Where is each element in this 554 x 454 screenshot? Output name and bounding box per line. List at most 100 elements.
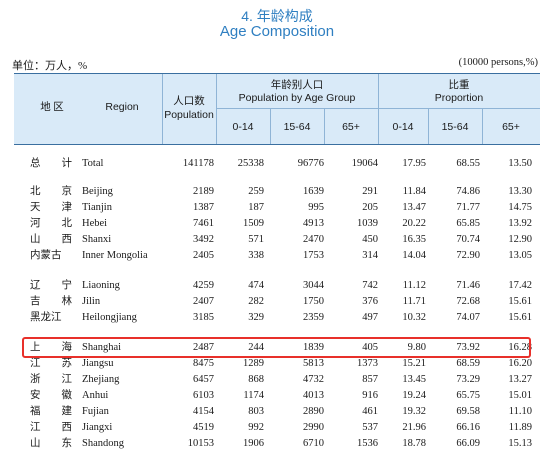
cell-p1: 21.96: [402, 422, 426, 433]
cell-a1: 992: [248, 422, 264, 433]
cell-p1: 19.24: [402, 390, 426, 401]
cell-a3: 497: [362, 312, 378, 323]
cell-cn: 总 计: [30, 158, 72, 169]
cell-p3: 13.27: [508, 374, 532, 385]
cell-pop: 141178: [182, 158, 214, 169]
cell-p1: 9.80: [407, 342, 426, 353]
cell-cn: 江 苏: [30, 358, 72, 369]
cell-p2: 65.85: [456, 218, 480, 229]
cell-en: Fujian: [82, 406, 109, 417]
cell-cn: 吉 林: [30, 296, 72, 307]
cell-a1: 338: [248, 250, 264, 261]
cell-a1: 329: [248, 312, 264, 323]
cell-cn: 黑龙江: [30, 312, 62, 323]
header-population-en: Population: [164, 109, 214, 121]
cell-en: Shanxi: [82, 234, 112, 245]
table-row: 黑龙江 Heilongjiang 3185 329 2359 497 10.32 74.07 1…: [14, 310, 540, 326]
header-prop-col: 15-64: [441, 121, 469, 133]
cell-en: Anhui: [82, 390, 109, 401]
cell-p3: 13.30: [508, 186, 532, 197]
cell-pop: 4259: [193, 280, 214, 291]
table-header: 地 区 Region 人口数 Population 年龄别人口 Populati…: [14, 73, 540, 145]
cell-pop: 2407: [193, 296, 214, 307]
header-proportion-cn: 比重: [448, 79, 470, 91]
cell-p3: 14.75: [508, 202, 532, 213]
cell-a1: 187: [248, 202, 264, 213]
cell-a2: 2359: [303, 312, 324, 323]
cell-cn: 山 东: [30, 438, 72, 449]
cell-en: Total: [82, 158, 104, 169]
cell-pop: 2487: [193, 342, 214, 353]
table-row: 浙 江 Zhejiang 6457 868 4732 857 13.45 73.29 13.27: [14, 372, 540, 388]
cell-a1: 1289: [243, 358, 264, 369]
cell-a1: 1906: [243, 438, 264, 449]
cell-pop: 2405: [193, 250, 214, 261]
table-row: 北 京 Beijing 2189 259 1639 291 11.84 74.86 13.30: [14, 184, 540, 200]
cell-p3: 17.42: [508, 280, 532, 291]
page-title-cn: 4. 年龄构成: [241, 8, 313, 24]
cell-en: Beijing: [82, 186, 113, 197]
header-age-group-en: Population by Age Group: [238, 92, 356, 104]
cell-p1: 14.04: [402, 250, 426, 261]
table-row: 江 西 Jiangxi 4519 992 2990 537 21.96 66.16 11.89: [14, 420, 540, 436]
cell-p1: 11.12: [402, 280, 426, 291]
cell-a2: 1639: [303, 186, 324, 197]
cell-p1: 16.35: [402, 234, 426, 245]
cell-p1: 19.32: [402, 406, 426, 417]
cell-a2: 1750: [303, 296, 324, 307]
cell-a1: 1174: [243, 390, 264, 401]
cell-a3: 291: [362, 186, 378, 197]
table-row: 天 津 Tianjin 1387 187 995 205 13.47 71.77 14.75: [14, 200, 540, 216]
cell-cn: 河 北: [30, 218, 72, 229]
cell-pop: 6103: [193, 390, 214, 401]
table-row: 安 徽 Anhui 6103 1174 4013 916 19.24 65.75 15.01: [14, 388, 540, 404]
cell-a1: 1509: [243, 218, 264, 229]
cell-a2: 3044: [303, 280, 324, 291]
cell-p1: 11.84: [402, 186, 426, 197]
cell-a3: 461: [362, 406, 378, 417]
cell-a2: 4913: [303, 218, 324, 229]
unit-label-en: (10000 persons,%): [458, 57, 538, 68]
cell-p2: 69.58: [456, 406, 480, 417]
cell-pop: 3492: [193, 234, 214, 245]
cell-p2: 66.09: [456, 438, 480, 449]
cell-p3: 16.20: [508, 358, 532, 369]
cell-a2: 1839: [303, 342, 324, 353]
cell-en: Liaoning: [82, 280, 120, 291]
cell-a3: 314: [362, 250, 378, 261]
cell-a2: 4732: [303, 374, 324, 385]
cell-pop: 1387: [193, 202, 214, 213]
header-population-cn: 人口数: [173, 95, 205, 107]
table-row: 江 苏 Jiangsu 8475 1289 5813 1373 15.21 68.59 16.2…: [14, 356, 540, 372]
cell-en: Zhejiang: [82, 374, 120, 385]
cell-p3: 13.92: [508, 218, 532, 229]
cell-a2: 6710: [303, 438, 324, 449]
header-age-col: 0-14: [232, 121, 254, 133]
cell-pop: 7461: [193, 218, 214, 229]
cell-a2: 2990: [303, 422, 324, 433]
cell-p2: 73.92: [456, 342, 480, 353]
cell-en: Inner Mongolia: [82, 250, 148, 261]
cell-p3: 16.28: [508, 342, 532, 353]
cell-en: Shandong: [82, 438, 124, 449]
cell-a1: 803: [248, 406, 264, 417]
cell-p3: 12.90: [508, 234, 532, 245]
cell-en: Jilin: [82, 296, 101, 307]
cell-p3: 15.61: [508, 312, 532, 323]
cell-a3: 916: [362, 390, 378, 401]
cell-p3: 11.10: [508, 406, 532, 417]
cell-p1: 15.21: [402, 358, 426, 369]
header-age-group-cn: 年龄别人口: [270, 79, 324, 91]
cell-a1: 868: [248, 374, 264, 385]
cell-p2: 68.55: [456, 158, 480, 169]
cell-a1: 571: [248, 234, 264, 245]
header-region-en: Region: [105, 101, 139, 113]
cell-cn: 辽 宁: [30, 280, 72, 291]
cell-cn: 福 建: [30, 406, 72, 417]
header-prop-col: 65+: [502, 121, 520, 133]
cell-p1: 17.95: [402, 158, 426, 169]
table-row: 山 西 Shanxi 3492 571 2470 450 16.35 70.74 12.90: [14, 232, 540, 248]
header-age-col: 65+: [342, 121, 360, 133]
cell-cn: 北 京: [30, 186, 72, 197]
table-row: 内蒙古 Inner Mongolia 2405 338 1753 314 14.04 72.9…: [14, 248, 540, 264]
